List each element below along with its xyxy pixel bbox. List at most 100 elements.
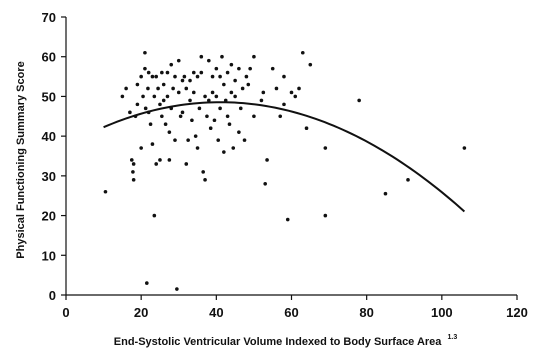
data-point [300,50,305,55]
data-point [357,98,361,103]
data-point [207,98,211,103]
data-point [143,50,147,55]
data-point [252,54,256,59]
data-point [131,178,136,182]
data-point [203,94,207,99]
y-tick-label: 10 [42,248,56,263]
x-axis-title: End-Systolic Ventricular Volume Indexed … [114,334,458,348]
data-point [240,86,245,91]
data-point [165,70,170,75]
data-point [293,94,298,99]
x-axis-title-superscript: 1.3 [447,334,457,341]
data-point [227,122,232,127]
data-point [128,110,132,115]
data-point [323,213,328,218]
data-point [182,74,187,79]
data-point [218,74,222,79]
data-point [462,146,467,150]
x-tick-label: 0 [62,305,69,320]
y-tick-label: 20 [42,209,56,224]
data-point [152,94,157,99]
data-point [323,146,328,150]
data-point [145,281,149,285]
data-point [195,146,200,150]
data-point [252,114,256,119]
data-point [229,90,234,95]
data-point [222,150,226,154]
data-point [191,90,196,95]
data-point [210,90,215,95]
data-point [214,94,219,99]
data-point [383,191,388,196]
x-tick-label: 60 [284,305,298,320]
data-point [178,114,183,119]
data-point [282,74,286,79]
data-point [214,66,219,71]
data-point [103,189,108,194]
data-point [131,170,135,174]
data-point [205,114,209,119]
data-point [199,54,204,59]
data-point [173,74,177,79]
data-point [150,74,155,79]
data-point [238,106,243,111]
data-point [237,66,241,71]
data-point [167,158,172,162]
data-point [176,58,181,63]
x-axis-title-text: End-Systolic Ventricular Volume Indexed … [114,336,443,348]
fit-curve [103,101,466,213]
data-point [197,106,202,111]
y-axis-title: Physical Functioning Summary Score [15,61,27,258]
data-point [231,146,236,150]
data-point [229,62,234,67]
y-tick-label: 50 [42,89,56,104]
data-point [212,118,217,123]
data-point [246,82,251,87]
y-tick-label: 60 [42,50,56,65]
data-point [259,98,264,103]
x-tick-label: 100 [431,305,453,320]
data-point [154,162,158,166]
data-point [233,94,237,99]
plot-area: 0 20 40 60 80 100 120 0 10 20 30 40 50 60 70 [42,10,528,320]
data-point [237,130,241,134]
data-point [158,102,162,107]
data-point [304,126,309,130]
data-point [218,106,222,111]
data-point [278,114,283,119]
data-point [120,94,125,99]
data-point [188,98,192,103]
data-point [244,74,249,79]
data-point [180,78,185,83]
data-point [124,86,128,91]
data-point [173,138,177,142]
y-axis-ticks: 0 10 20 30 40 50 60 70 [42,10,66,303]
data-point [289,90,294,95]
data-point [190,118,194,123]
data-point [201,170,205,174]
data-point [160,70,164,75]
data-point [195,74,200,79]
data-point [220,54,224,59]
data-point [135,82,140,87]
data-point [282,102,286,107]
data-point [129,158,134,162]
data-point [191,70,196,75]
y-tick-label: 30 [42,169,56,184]
data-point [225,70,230,75]
data-point [406,178,410,182]
x-tick-label: 80 [359,305,373,320]
data-point [225,114,230,119]
data-point [160,114,164,119]
data-point [285,217,290,222]
data-point [139,146,143,150]
data-point [216,138,221,142]
data-point [139,74,143,79]
data-point [261,90,266,95]
data-point [175,287,179,291]
y-tick-label: 0 [49,288,56,303]
data-point [158,158,162,162]
y-tick-label: 40 [42,129,56,144]
data-point [270,66,275,71]
data-point [210,74,215,79]
